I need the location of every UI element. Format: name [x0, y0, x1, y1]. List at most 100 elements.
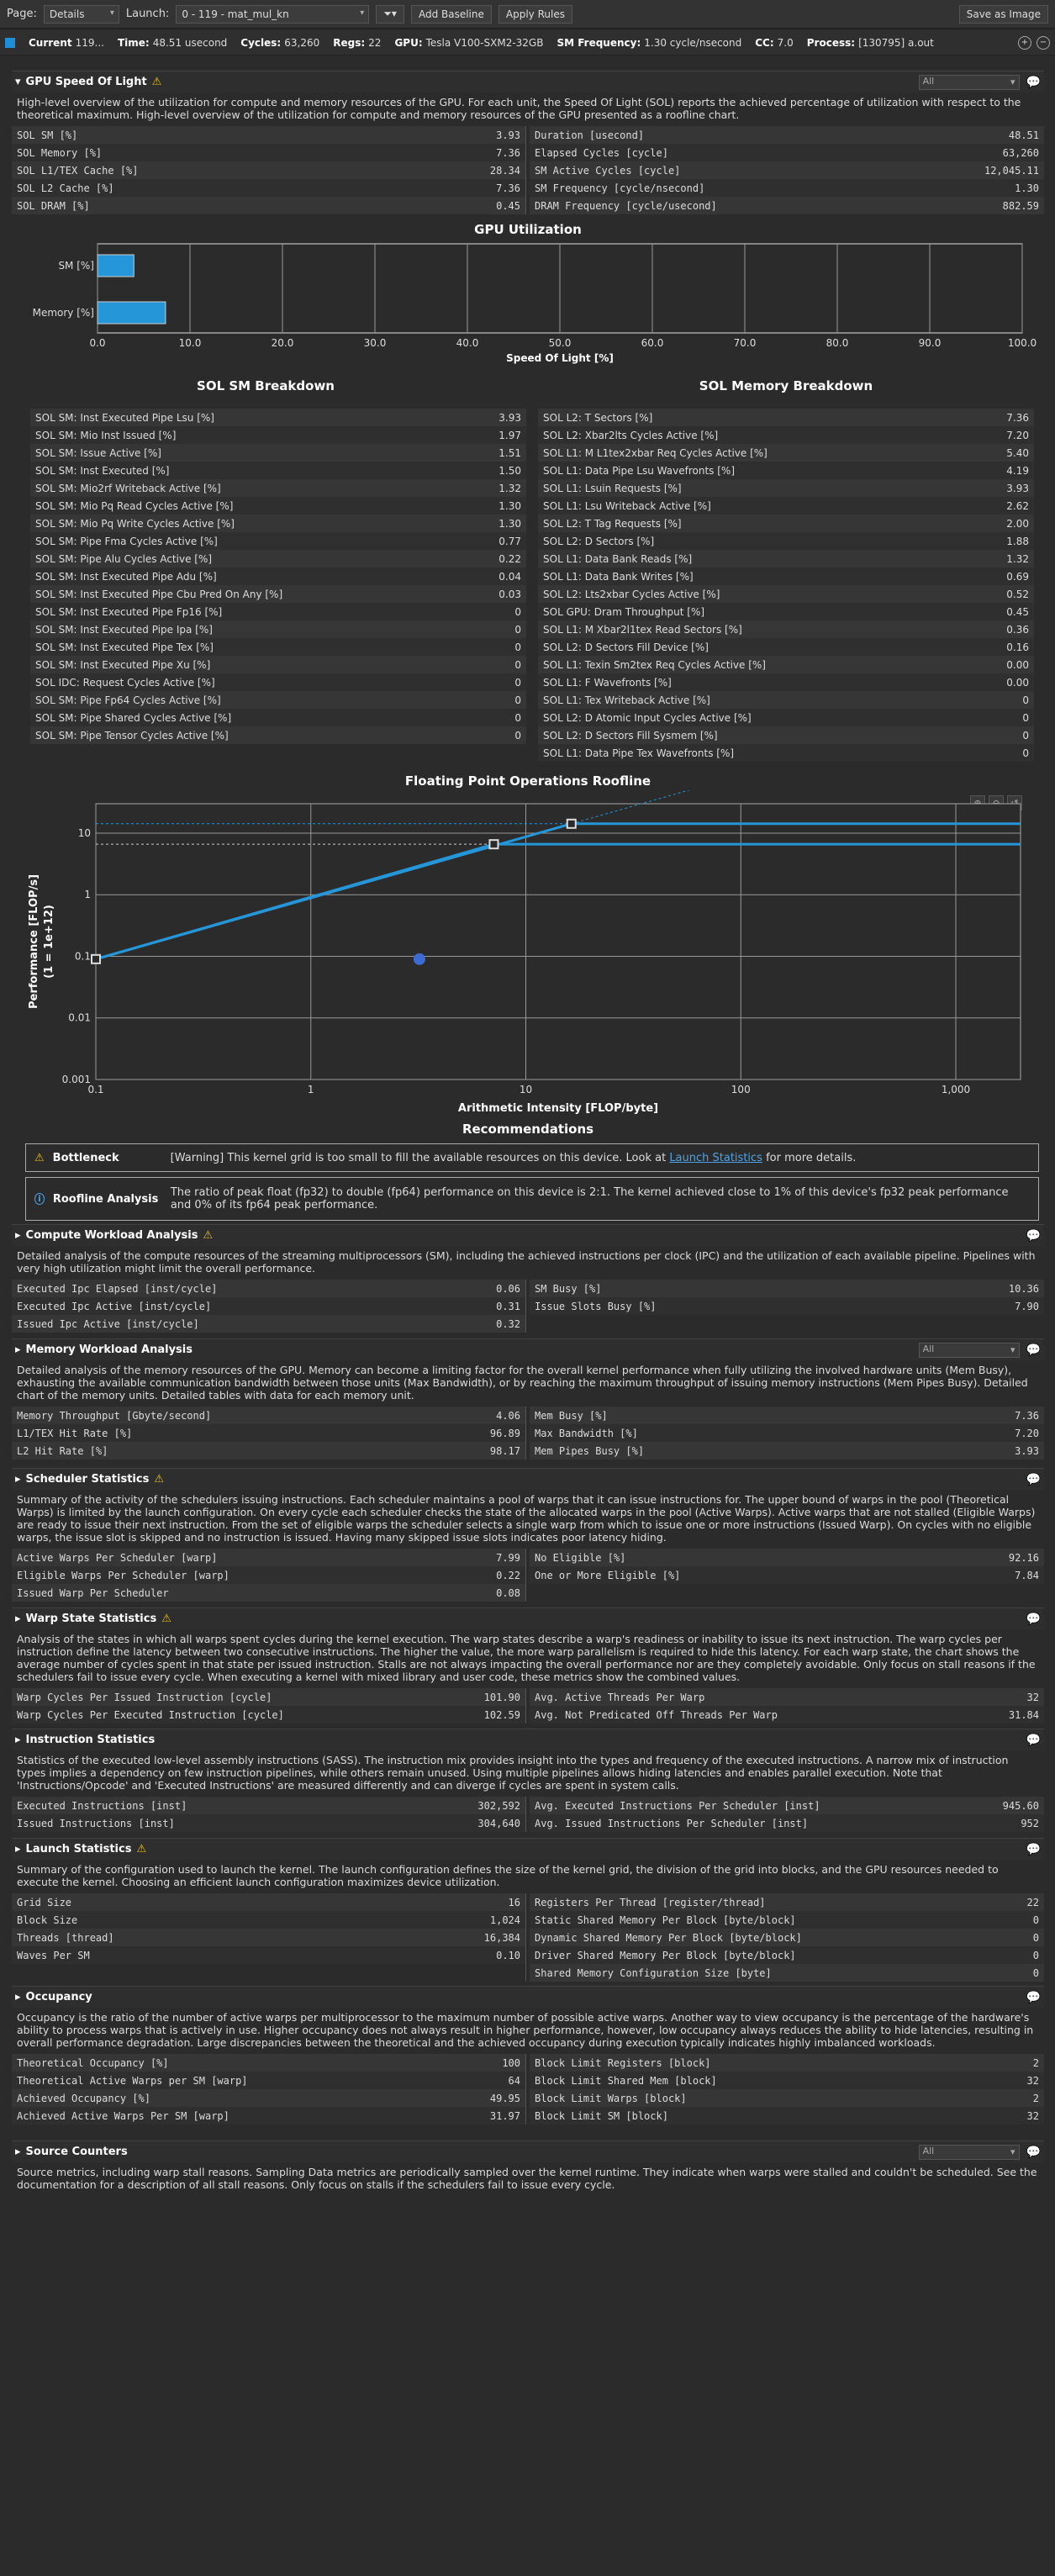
info-bar: Current 119... Time: 48.51 usecond Cycles:…	[0, 30, 1055, 55]
save-image-button[interactable]: Save as Image	[958, 4, 1048, 24]
metric-row: SOL SM: Pipe Shared Cycles Active [%] 0	[30, 709, 526, 726]
metric-value: 96.89	[489, 1427, 520, 1439]
warp-header[interactable]: ▸ Warp State Statistics ⚠ 💬	[12, 1607, 1044, 1629]
launch-select[interactable]: 0 - 119 - mat_mul_kn	[176, 4, 370, 24]
metric-label: SOL L1: Lsuin Requests [%]	[543, 482, 682, 494]
metric-label: SOL L1: Data Pipe Lsu Wavefronts [%]	[543, 464, 735, 477]
source-header[interactable]: ▸ Source Counters All 💬	[12, 2141, 1044, 2162]
metric-row: SOL L2: D Atomic Input Cycles Active [%]…	[538, 709, 1034, 726]
expand-chevron-icon[interactable]: ▸	[15, 1613, 21, 1625]
metric-value: 0	[514, 711, 521, 724]
sol-filter-select[interactable]: All	[918, 74, 1020, 90]
tick-label: 40.0	[456, 337, 479, 349]
current-color-icon	[5, 37, 15, 48]
metric-value: 0	[514, 641, 521, 653]
section-filter-select[interactable]: All	[918, 2144, 1020, 2160]
comment-icon[interactable]: 💬	[1026, 1733, 1041, 1747]
metric-label: SOL SM: Inst Executed Pipe Xu [%]	[35, 658, 211, 671]
metric-label: Block Limit SM [block]	[535, 2109, 668, 2122]
metric-value: 0	[1032, 1931, 1039, 1944]
comment-icon[interactable]: 💬	[1026, 1228, 1041, 1243]
expand-chevron-icon[interactable]: ▸	[15, 1734, 21, 1746]
expand-chevron-icon[interactable]: ▸	[15, 2146, 21, 2158]
comment-icon[interactable]: 💬	[1026, 1842, 1041, 1856]
expand-chevron-icon[interactable]: ▸	[15, 1991, 21, 2003]
metric-value: 7.84	[1015, 1569, 1039, 1581]
memory-header[interactable]: ▸ Memory Workload Analysis All 💬	[12, 1338, 1044, 1360]
metric-label: SOL L1: Texin Sm2tex Req Cycles Active […	[543, 658, 766, 671]
comment-icon[interactable]: 💬	[1026, 1990, 1041, 2004]
metric-value: 0.31	[496, 1300, 520, 1312]
metric-label: Dynamic Shared Memory Per Block [byte/bl…	[535, 1931, 802, 1944]
section-title: Warp State Statistics	[25, 1613, 157, 1625]
comment-icon[interactable]: 💬	[1026, 1612, 1041, 1626]
metric-value: 1.30	[498, 517, 521, 530]
collapse-chevron-icon[interactable]: ▾	[15, 76, 21, 88]
comment-icon[interactable]: 💬	[1026, 2145, 1041, 2159]
section-filter-select[interactable]: All	[918, 1342, 1020, 1358]
memory-breakdown-title: SOL Memory Breakdown	[699, 378, 873, 393]
sol-header[interactable]: ▾ GPU Speed Of Light ⚠ All 💬	[12, 71, 1044, 92]
metric-row: Warp Cycles Per Issued Instruction [cycl…	[12, 1688, 525, 1706]
metric-row: Avg. Not Predicated Off Threads Per Warp…	[530, 1706, 1044, 1723]
metric-value: 0.52	[1006, 588, 1029, 600]
expand-chevron-icon[interactable]: ▸	[15, 1473, 21, 1486]
launch-header[interactable]: ▸ Launch Statistics ⚠ 💬	[12, 1838, 1044, 1860]
gpu-info: GPU: Tesla V100-SXM2-32GB	[394, 36, 544, 49]
page-select[interactable]: Details	[43, 4, 119, 24]
metric-value: 0.03	[498, 588, 521, 600]
apply-rules-button[interactable]: Apply Rules	[498, 4, 572, 24]
right-column: Avg. Executed Instructions Per Scheduler…	[530, 1797, 1044, 1832]
scheduler-header[interactable]: ▸ Scheduler Statistics ⚠ 💬	[12, 1468, 1044, 1490]
metrics-table: Memory Throughput [Gbyte/second] 4.06 L1/T…	[12, 1407, 1044, 1460]
launch-statistics-link[interactable]: Launch Statistics	[669, 1151, 762, 1164]
comment-icon[interactable]: 💬	[1026, 1343, 1041, 1357]
expand-chevron-icon[interactable]: ▸	[15, 1343, 21, 1356]
metric-row: SOL L2: T Tag Requests [%] 2.00	[538, 515, 1034, 532]
occupancy-header[interactable]: ▸ Occupancy 💬	[12, 1986, 1044, 2008]
metric-label: SOL SM [%]	[17, 129, 78, 141]
metric-value: 92.16	[1008, 1551, 1039, 1564]
section-description: Statistics of the executed low-level ass…	[17, 1754, 1009, 1792]
filter-button[interactable]: ⏷▾	[376, 4, 404, 24]
metric-label: SOL SM: Pipe Fma Cycles Active [%]	[35, 535, 218, 547]
metric-label: Issued Warp Per Scheduler	[17, 1586, 169, 1599]
metric-label: SOL SM: Inst Executed Pipe Adu [%]	[35, 570, 217, 583]
metric-row: L2 Hit Rate [%] 98.17	[12, 1442, 525, 1460]
metric-value: 4.06	[496, 1409, 520, 1422]
metric-row: SOL L1: Data Pipe Lsu Wavefronts [%] 4.19	[538, 462, 1034, 479]
remove-icon[interactable]: −	[1037, 35, 1050, 50]
metric-value: 945.60	[1002, 1799, 1039, 1812]
metric-label: SOL L2: D Atomic Input Cycles Active [%]	[543, 711, 752, 724]
tick-label: 90.0	[919, 337, 942, 349]
metric-label: DRAM Frequency [cycle/usecond]	[535, 199, 717, 212]
metric-value: 0.00	[1006, 676, 1029, 689]
metric-label: SOL L2: Xbar2lts Cycles Active [%]	[543, 429, 719, 441]
metric-label: L2 Hit Rate [%]	[17, 1444, 108, 1457]
metric-row: Theoretical Occupancy [%] 100	[12, 2054, 525, 2072]
comment-icon[interactable]: 💬	[1026, 1472, 1041, 1486]
metric-label: Executed Ipc Elapsed [inst/cycle]	[17, 1282, 218, 1295]
metric-value: 0.16	[1006, 641, 1029, 653]
section-title: Source Counters	[25, 2146, 128, 2158]
metric-row: Avg. Active Threads Per Warp 32	[530, 1688, 1044, 1706]
compute-section: ▸ Compute Workload Analysis ⚠ 💬 Detailed ana…	[12, 1224, 1044, 1333]
add-baseline-button[interactable]: Add Baseline	[410, 4, 492, 24]
metric-value: 7.20	[1015, 1427, 1039, 1439]
metric-value: 48.51	[1008, 129, 1039, 141]
metric-value: 0.69	[1006, 570, 1029, 583]
metric-label: Elapsed Cycles [cycle]	[535, 146, 668, 159]
add-icon[interactable]: +	[1018, 35, 1031, 50]
instr-header[interactable]: ▸ Instruction Statistics 💬	[12, 1729, 1044, 1750]
compute-header[interactable]: ▸ Compute Workload Analysis ⚠ 💬	[12, 1224, 1044, 1246]
expand-chevron-icon[interactable]: ▸	[15, 1229, 21, 1242]
recommendations-title: Recommendations	[462, 1122, 594, 1137]
metric-label: SOL L1: F Wavefronts [%]	[543, 676, 672, 689]
metric-row: Avg. Issued Instructions Per Scheduler […	[530, 1814, 1044, 1832]
metric-label: SOL SM: Inst Executed Pipe Tex [%]	[35, 641, 214, 653]
right-column: Mem Busy [%] 7.36 Max Bandwidth [%] 7.20 Mem…	[530, 1407, 1044, 1460]
expand-chevron-icon[interactable]: ▸	[15, 1843, 21, 1855]
comment-icon[interactable]: 💬	[1026, 75, 1041, 89]
metric-value: 5.40	[1006, 446, 1029, 459]
metric-value: 63,260	[1002, 146, 1039, 159]
